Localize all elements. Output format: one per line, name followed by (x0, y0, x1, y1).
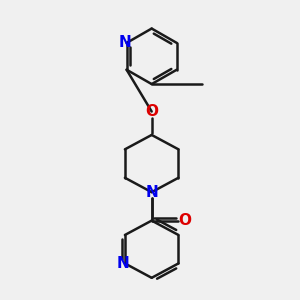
Text: N: N (117, 256, 130, 271)
Text: O: O (145, 104, 158, 119)
Text: O: O (178, 213, 192, 228)
Text: N: N (118, 35, 131, 50)
Text: N: N (145, 185, 158, 200)
